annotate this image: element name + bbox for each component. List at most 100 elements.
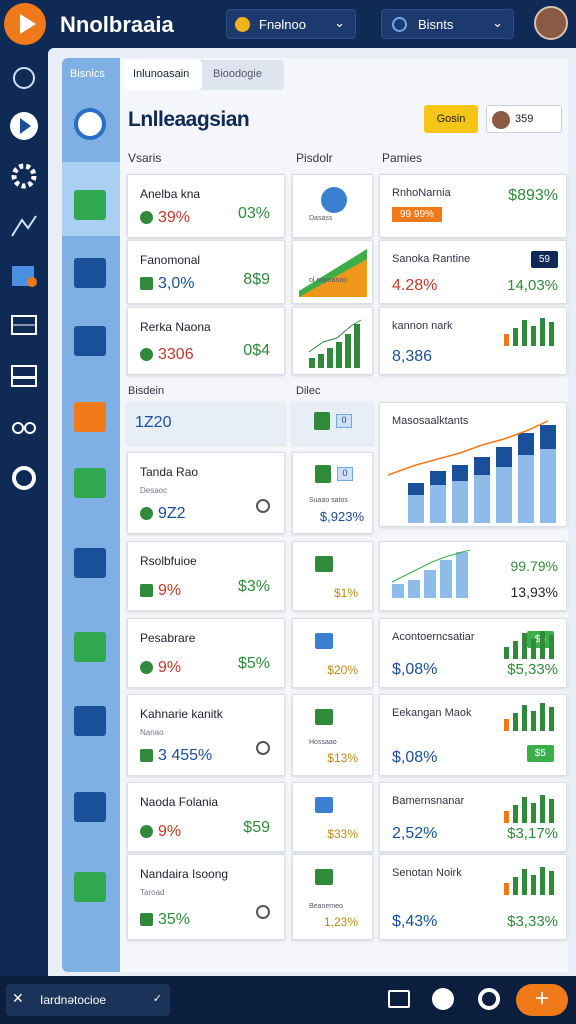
metric-card: Pesabrare 9% $5% bbox=[127, 618, 285, 688]
metric-card: Nandaira Isoong Taroad 35% bbox=[127, 854, 285, 940]
detail-card: Dasass bbox=[292, 174, 373, 238]
trend-chart bbox=[299, 249, 367, 297]
card-name: Nandaira Isoong bbox=[140, 867, 229, 881]
card-name: Anelba kna bbox=[140, 187, 201, 201]
bar-chart bbox=[391, 549, 471, 598]
section-label: Dilec bbox=[296, 385, 321, 397]
summary-card: Eekangan Maok $5 $,08% bbox=[379, 694, 567, 776]
summary-card: kannon nark 8,386 bbox=[379, 307, 567, 375]
card-value: 8,386 bbox=[392, 348, 433, 365]
card-name: Rerka Naona bbox=[140, 320, 211, 334]
footer-selector[interactable]: ✕ Iardnətocioe ✓ bbox=[6, 984, 170, 1016]
top-bar: Nnolbraaia Fnəlnoo ⌄ Bisnts ⌄ bbox=[0, 0, 576, 48]
footer-icon[interactable] bbox=[388, 990, 410, 1008]
card-value: 1,23% bbox=[323, 915, 358, 929]
card-sub: ol sopoanao bbox=[309, 277, 348, 284]
settings-icon[interactable] bbox=[256, 741, 270, 755]
card-icon bbox=[315, 465, 331, 483]
card-change: 13,93% bbox=[510, 584, 558, 600]
badge: $5 bbox=[526, 745, 554, 762]
metric-card: Rsolbfuioe 9% $3% bbox=[127, 541, 285, 611]
metric-card: Rerka Naona 3306 0$4 bbox=[127, 307, 285, 375]
card-value: 3306 bbox=[158, 346, 194, 363]
value-icon bbox=[140, 913, 153, 926]
user-count: 359 bbox=[515, 113, 534, 125]
sidebar-icon[interactable] bbox=[74, 402, 106, 432]
card-name: Acontoerncsatiar bbox=[392, 631, 475, 643]
mini-bars bbox=[504, 867, 554, 895]
card-name: Masosaalktants bbox=[392, 415, 469, 427]
sidebar-icon[interactable] bbox=[74, 632, 106, 662]
sidebar-icon[interactable] bbox=[74, 108, 106, 140]
tab[interactable]: Inlunoasain bbox=[124, 60, 202, 90]
sidebar-tab[interactable]: Bisnics bbox=[70, 68, 105, 80]
card-value: $,08% bbox=[392, 661, 438, 678]
footer-label: Iardnətocioe bbox=[40, 993, 107, 1007]
logo[interactable] bbox=[4, 3, 46, 45]
card-value: 9% bbox=[158, 582, 182, 599]
card-name: Kahnarie kanitk bbox=[140, 707, 223, 721]
card-value: 99.79% bbox=[510, 558, 558, 574]
card-change: $3% bbox=[237, 578, 270, 595]
value-icon bbox=[140, 277, 153, 290]
sidebar-icon[interactable] bbox=[74, 326, 106, 356]
card-change: $5% bbox=[237, 655, 270, 672]
mini-bars bbox=[504, 318, 554, 346]
footer-icon[interactable] bbox=[432, 988, 454, 1010]
card-value: 3,0% bbox=[158, 275, 195, 292]
summary-card: Bamernsnanar 2,52% $3,17% bbox=[379, 782, 567, 852]
sidebar-icon[interactable] bbox=[74, 190, 106, 220]
card-value: 9% bbox=[158, 659, 182, 676]
card-value: 4.28% bbox=[392, 277, 438, 294]
card-value: $893% bbox=[508, 187, 558, 204]
card-value: 1Z20 bbox=[135, 414, 172, 431]
detail-card: 0 bbox=[292, 402, 373, 444]
sidebar-icon[interactable] bbox=[74, 468, 106, 498]
card-icon bbox=[314, 412, 330, 430]
button[interactable]: Gosin bbox=[424, 105, 478, 133]
summary-card: 99.79% 13,93% bbox=[379, 541, 567, 611]
sidebar-icon[interactable] bbox=[74, 792, 106, 822]
detail-card: $1% bbox=[292, 541, 373, 611]
card-sub: Desaoc bbox=[140, 486, 168, 495]
mini-bars bbox=[504, 631, 554, 659]
sidebar-icon[interactable] bbox=[74, 258, 106, 288]
card-sub: Nanao bbox=[140, 728, 164, 737]
card-sub: Beanemeo bbox=[309, 903, 343, 910]
metric-card: Anelba kna 39% 03% bbox=[127, 174, 285, 238]
sidebar-icon[interactable] bbox=[74, 872, 106, 902]
sidebar-icon[interactable] bbox=[74, 706, 106, 736]
card-value: 9Z2 bbox=[158, 505, 186, 522]
tab[interactable]: Bioodogie bbox=[213, 68, 262, 80]
bar-chart bbox=[308, 319, 362, 368]
card-change: $3,33% bbox=[507, 913, 558, 930]
settings-icon[interactable] bbox=[256, 905, 270, 919]
add-button[interactable]: + bbox=[516, 984, 568, 1016]
footer-icon[interactable] bbox=[478, 988, 500, 1010]
card-name: Naoda Folania bbox=[140, 795, 219, 809]
title: Lnlleaagsian bbox=[128, 108, 250, 131]
dropdown[interactable]: Bisnts ⌄ bbox=[381, 9, 514, 39]
card-name: Eekangan Maok bbox=[392, 707, 472, 719]
badge: 0 bbox=[336, 414, 352, 428]
card-value: 2,52% bbox=[392, 825, 438, 842]
card-value: $20% bbox=[327, 663, 358, 677]
settings-icon[interactable] bbox=[256, 499, 270, 513]
detail-card bbox=[292, 307, 373, 375]
value-icon bbox=[140, 749, 153, 762]
card-value: 39% bbox=[158, 209, 191, 226]
card-name: Pesabrare bbox=[140, 631, 196, 645]
card-icon bbox=[315, 869, 333, 885]
dropdown[interactable]: Fnəlnoo ⌄ bbox=[226, 9, 356, 39]
card-change: 14,03% bbox=[507, 277, 558, 294]
mini-bars bbox=[504, 703, 554, 731]
metric-card: 1Z20 bbox=[127, 402, 285, 444]
value-icon bbox=[140, 584, 153, 597]
card-icon bbox=[315, 556, 333, 572]
sidebar-icon[interactable] bbox=[74, 548, 106, 578]
avatar[interactable] bbox=[534, 6, 568, 40]
card-icon bbox=[321, 187, 347, 213]
badge: 59 bbox=[530, 251, 558, 268]
card-sub: Hossaao bbox=[309, 739, 337, 746]
